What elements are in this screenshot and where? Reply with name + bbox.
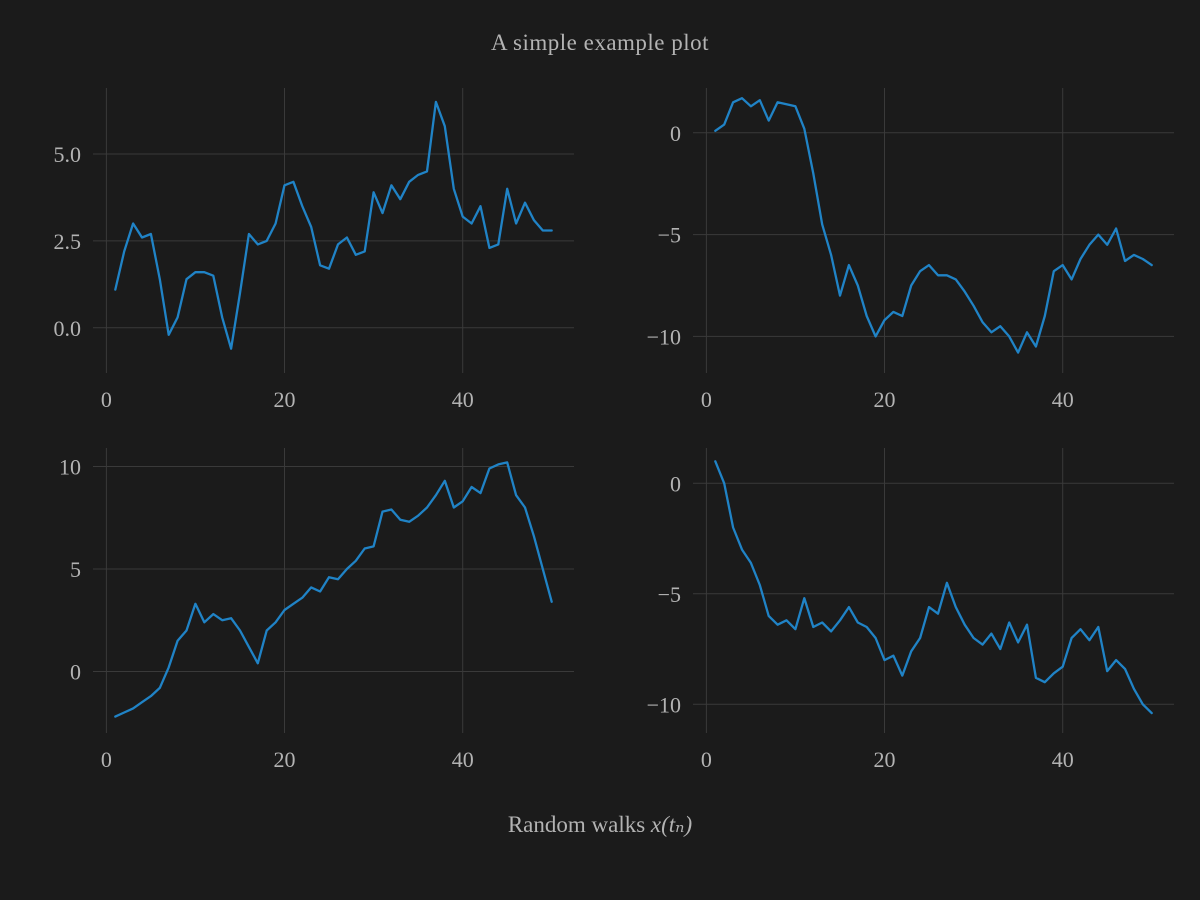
y-tick-label: 5 <box>70 557 81 582</box>
series-line <box>113 100 553 350</box>
series-line <box>713 459 1153 714</box>
y-tick-label: 0.0 <box>53 315 81 340</box>
x-tick-label: 20 <box>273 747 295 772</box>
xlabel-text: Random walks <box>507 812 651 837</box>
x-tick-label: 40 <box>1051 387 1073 412</box>
x-tick-label: 40 <box>1051 747 1073 772</box>
y-tick-label: −5 <box>657 581 680 606</box>
x-tick-label: 40 <box>451 747 473 772</box>
subplot-top-right: 0 20 40 0 −5 −10 <box>646 87 1174 412</box>
series-line <box>713 96 1153 354</box>
y-tick-label: −10 <box>646 324 680 349</box>
x-tick-label: 0 <box>700 747 711 772</box>
y-tick-label: 0 <box>670 120 681 145</box>
subplot-grid: 0 20 40 0.0 2.5 5.0 0 20 40 0 −5 −10 0 20 40 0 5 10 0 20… <box>0 68 1200 788</box>
y-tick-label: 5.0 <box>53 142 81 167</box>
x-tick-label: 0 <box>700 387 711 412</box>
figure-xlabel: Random walks x(tₙ) <box>0 812 1200 838</box>
x-tick-label: 20 <box>873 387 895 412</box>
y-tick-label: 10 <box>59 454 81 479</box>
subplot-bottom-left: 0 20 40 0 5 10 <box>59 447 574 772</box>
y-tick-label: 2.5 <box>53 228 81 253</box>
x-tick-label: 20 <box>273 387 295 412</box>
x-tick-label: 0 <box>100 387 111 412</box>
subplot-bottom-right: 0 20 40 0 −5 −10 <box>646 447 1174 772</box>
x-tick-label: 40 <box>451 387 473 412</box>
y-tick-label: 0 <box>70 659 81 684</box>
x-tick-label: 0 <box>100 747 111 772</box>
y-tick-label: −10 <box>646 692 680 717</box>
y-tick-label: −5 <box>657 222 680 247</box>
figure-title: A simple example plot <box>490 30 710 55</box>
series-line <box>113 460 553 718</box>
xlabel-math-text: x(tₙ) <box>650 812 693 837</box>
subplot-top-left: 0 20 40 0.0 2.5 5.0 <box>53 87 574 412</box>
x-tick-label: 20 <box>873 747 895 772</box>
y-tick-label: 0 <box>670 471 681 496</box>
